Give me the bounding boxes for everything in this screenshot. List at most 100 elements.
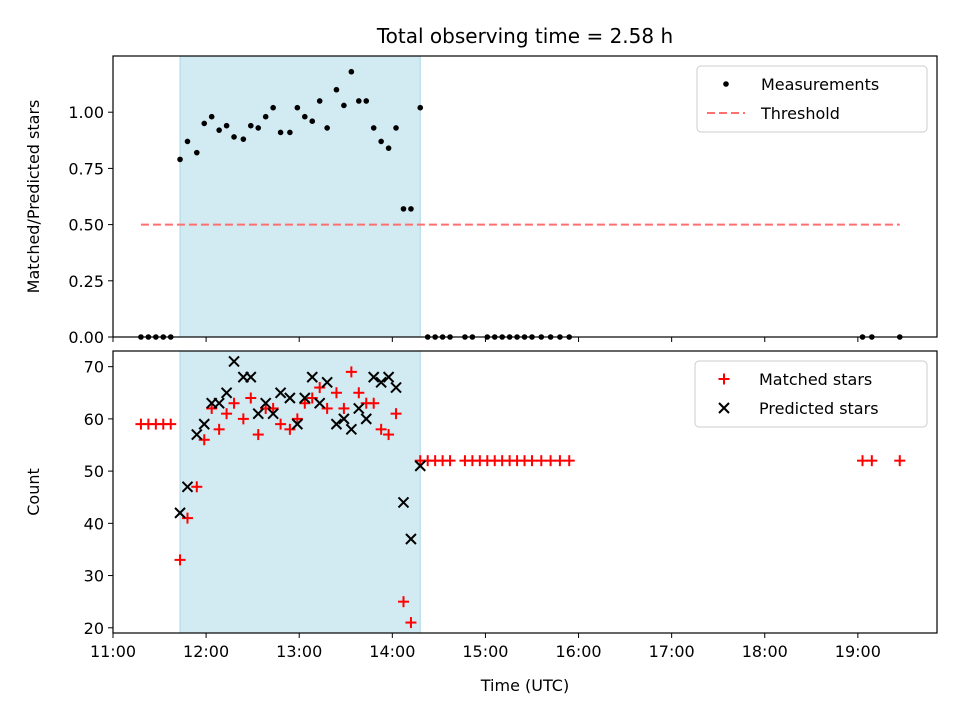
data-point xyxy=(206,402,218,414)
data-point xyxy=(302,113,308,120)
data-point xyxy=(191,481,203,493)
data-point xyxy=(367,371,380,383)
x-tick-label: 18:00 xyxy=(742,642,788,661)
data-point xyxy=(866,455,878,467)
x-tick-label: 15:00 xyxy=(462,642,508,661)
data-point xyxy=(375,423,387,435)
data-point xyxy=(414,460,426,472)
bottom-panel: 20 30 40 50 60 70 11:00 12:00 13:00 14:00 15:00 16:… xyxy=(24,350,938,695)
data-point xyxy=(306,371,318,383)
legend-box xyxy=(696,65,928,133)
x-tick-label: 17:00 xyxy=(649,642,695,661)
data-point xyxy=(240,136,247,142)
axes-frame xyxy=(112,350,938,634)
y-tick-label: 0.50 xyxy=(68,216,104,235)
y-tick-label: 30 xyxy=(84,567,104,586)
data-point xyxy=(408,206,414,212)
data-point xyxy=(267,402,279,414)
data-point xyxy=(330,418,343,430)
y-tick-label: 0.25 xyxy=(68,272,104,291)
data-point xyxy=(181,512,193,524)
data-point xyxy=(333,86,340,93)
legend-swatch xyxy=(718,373,730,385)
data-point xyxy=(375,376,387,389)
legend-box xyxy=(694,360,928,428)
data-point xyxy=(405,533,417,545)
data-point xyxy=(526,455,538,467)
data-point xyxy=(287,129,293,136)
x-tick-label: 16:00 xyxy=(555,642,601,661)
data-point xyxy=(535,455,547,467)
data-point xyxy=(191,428,203,441)
data-point xyxy=(353,402,365,415)
data-point xyxy=(330,387,342,399)
data-point xyxy=(324,125,330,131)
data-point xyxy=(231,134,237,140)
data-point xyxy=(382,371,395,383)
data-point xyxy=(321,376,333,389)
data-point xyxy=(348,68,355,75)
data-point xyxy=(213,423,225,435)
data-point xyxy=(345,423,358,436)
data-point xyxy=(338,413,350,425)
data-point xyxy=(165,418,177,430)
data-point xyxy=(356,98,362,104)
data-point xyxy=(554,455,566,467)
data-point xyxy=(220,387,233,399)
data-point xyxy=(284,423,296,435)
x-tick-label: 13:00 xyxy=(276,642,322,661)
data-point xyxy=(255,125,262,131)
data-point xyxy=(228,397,240,409)
data-point xyxy=(299,392,311,404)
y-tick-label: 40 xyxy=(84,514,104,533)
data-point xyxy=(245,392,257,404)
data-point xyxy=(390,381,402,394)
data-point xyxy=(306,392,318,404)
data-point xyxy=(270,104,276,111)
data-point xyxy=(390,408,402,420)
y-tick-label: 0.00 xyxy=(68,328,104,347)
data-point xyxy=(338,402,350,414)
data-point xyxy=(267,407,279,420)
y-tick-label: 50 xyxy=(84,462,104,481)
data-point xyxy=(284,392,296,404)
data-point xyxy=(370,125,377,131)
data-point xyxy=(291,413,303,425)
data-point xyxy=(213,397,225,409)
chart-title: Total observing time = 2.58 h xyxy=(376,24,673,48)
legend: Matched stars Predicted stars xyxy=(694,360,928,428)
top-panel: 0.00 0.25 0.50 0.75 1.00 Matched/Predicted st… xyxy=(24,24,938,347)
data-point xyxy=(397,496,410,509)
data-point xyxy=(221,408,233,420)
legend-label: Predicted stars xyxy=(759,399,879,418)
x-tick-label: 11:00 xyxy=(90,642,136,661)
data-point xyxy=(397,596,409,608)
data-point xyxy=(299,397,311,409)
data-point xyxy=(405,617,417,629)
series-matched-stars xyxy=(135,366,906,629)
y-tick-label: 60 xyxy=(84,410,104,429)
data-point xyxy=(247,122,254,129)
x-tick-label: 14:00 xyxy=(369,642,415,661)
data-point xyxy=(341,102,347,109)
legend-label: Measurements xyxy=(761,75,879,94)
y-tick-label: 1.00 xyxy=(68,103,104,122)
data-point xyxy=(259,397,272,409)
data-point xyxy=(237,413,249,425)
data-point xyxy=(444,455,456,467)
data-point xyxy=(245,371,257,383)
data-point xyxy=(291,418,304,430)
x-tick-label: 12:00 xyxy=(183,642,229,661)
legend-swatch xyxy=(723,81,729,87)
series-predicted-stars xyxy=(174,355,426,545)
data-point xyxy=(228,355,240,368)
data-point xyxy=(314,382,326,394)
data-point xyxy=(277,129,284,136)
data-point xyxy=(321,402,333,414)
axes-frame xyxy=(112,55,938,338)
data-point xyxy=(393,125,399,131)
data-point xyxy=(184,138,191,145)
data-point xyxy=(177,156,183,163)
data-point xyxy=(345,366,357,378)
